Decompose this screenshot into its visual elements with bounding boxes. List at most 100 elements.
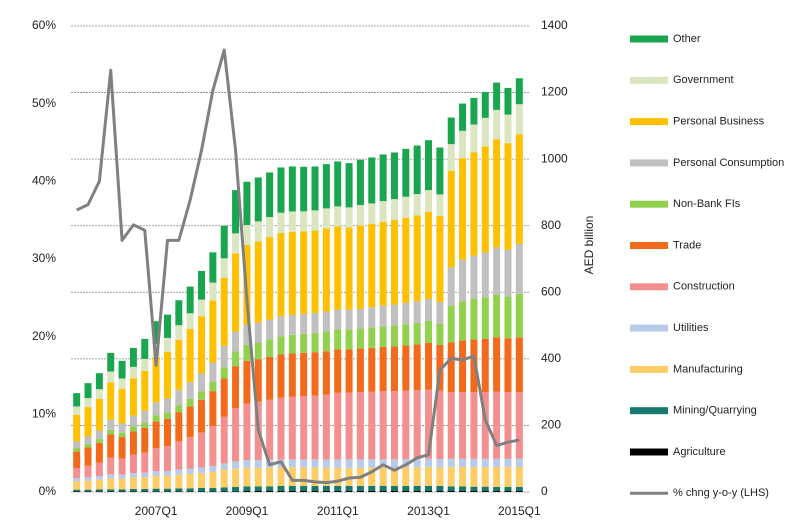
bar-segment <box>107 371 115 383</box>
bar-segment <box>379 154 387 202</box>
legend-label: Other <box>673 33 701 45</box>
bar-segment <box>413 322 421 345</box>
bar-segment <box>209 362 217 382</box>
bar-segment <box>459 301 467 341</box>
y2-tick-label: 400 <box>541 351 561 365</box>
bar-segment <box>277 354 285 398</box>
bar-segment <box>379 326 387 347</box>
bar-segment <box>198 467 206 474</box>
bar-segment <box>311 166 319 211</box>
bar-segment <box>73 481 81 490</box>
bar-segment <box>459 340 467 393</box>
bar-segment <box>266 356 274 400</box>
bar-segment <box>493 458 501 468</box>
bar-segment <box>118 423 126 433</box>
bar-segment <box>163 491 171 492</box>
bar-segment <box>300 333 308 353</box>
bar-segment <box>243 486 251 492</box>
bar-segment <box>84 436 92 444</box>
bar-segment <box>254 491 262 492</box>
bar-segment <box>515 244 523 294</box>
bar-segment <box>390 486 398 492</box>
legend-label: % chng y-o-y (LHS) <box>673 487 769 499</box>
bar-segment <box>504 458 512 468</box>
bar-segment <box>152 402 160 416</box>
bar-segment <box>413 467 421 487</box>
bar-segment <box>175 389 183 406</box>
bar-segment <box>118 478 126 490</box>
bar-segment <box>129 473 137 478</box>
bar-segment <box>413 145 421 195</box>
bar-segment <box>107 489 115 492</box>
bar-segment <box>459 486 467 492</box>
bar-segment <box>515 134 523 245</box>
bar-segment <box>425 320 433 343</box>
bar-segment <box>95 479 103 490</box>
bar-segment <box>425 467 433 487</box>
legend-label: Non-Bank FIs <box>673 198 741 210</box>
bar-segment <box>481 297 489 339</box>
bar-segment <box>515 293 523 338</box>
bar-segment <box>198 491 206 492</box>
bar-segment <box>390 346 398 392</box>
bar-segment <box>243 181 251 226</box>
bar-segment <box>390 152 398 200</box>
bar-segment <box>402 486 410 492</box>
bar-segment <box>356 205 364 226</box>
bar-segment <box>345 349 353 393</box>
bar-segment <box>402 467 410 487</box>
bar-segment <box>209 252 217 283</box>
bar-segment <box>493 337 501 392</box>
bar-segment <box>436 467 444 487</box>
bar-segment <box>129 454 137 474</box>
bar-segment <box>413 344 421 391</box>
bar-segment <box>118 437 126 459</box>
y2-tick-label: 0 <box>541 484 548 498</box>
bar-segment <box>198 473 206 489</box>
bar-segment <box>266 486 274 492</box>
bar-segment <box>163 398 171 413</box>
bar-segment <box>84 383 92 399</box>
bar-segment <box>175 488 183 492</box>
bar-segment <box>129 378 137 416</box>
bar-segment <box>300 166 308 212</box>
bar-segment <box>300 491 308 492</box>
bar-segment <box>277 486 285 492</box>
legend-swatch <box>630 242 668 249</box>
legend-label: Personal Business <box>673 116 765 128</box>
bar-segment <box>504 296 512 339</box>
bar-segment <box>243 467 251 487</box>
bar-segment <box>379 467 387 487</box>
bar-segment <box>220 225 228 259</box>
bar-segment <box>129 366 137 379</box>
bar-segment <box>152 471 160 477</box>
bar-segment <box>493 139 501 248</box>
bar-segment <box>232 351 240 367</box>
bar-segment <box>368 327 376 348</box>
bar-segment <box>402 390 410 460</box>
bar-segment <box>334 491 342 492</box>
bar-segment <box>436 390 444 460</box>
bar-segment <box>129 489 137 492</box>
x-tick-label: 2011Q1 <box>317 504 359 518</box>
bar-segment <box>129 431 137 455</box>
legend-label: Personal Consumption <box>673 157 784 169</box>
bar-segment <box>481 252 489 298</box>
legend-label: Construction <box>673 281 735 293</box>
bar-segment <box>459 392 467 459</box>
bar-segment <box>220 345 228 368</box>
bar-segment <box>356 348 364 393</box>
bar-segment <box>198 316 206 374</box>
bar-segment <box>481 491 489 492</box>
bar-segment <box>311 467 319 487</box>
bar-segment <box>345 163 353 208</box>
bar-segment <box>493 294 501 338</box>
bar-segment <box>413 194 421 216</box>
bar-segment <box>402 217 410 303</box>
bar-segment <box>163 351 171 399</box>
y-tick-label: 0% <box>39 484 57 498</box>
bar-segment <box>436 486 444 492</box>
bar-segment <box>311 332 319 353</box>
bar-segment <box>118 474 126 479</box>
bar-segment <box>129 477 137 490</box>
